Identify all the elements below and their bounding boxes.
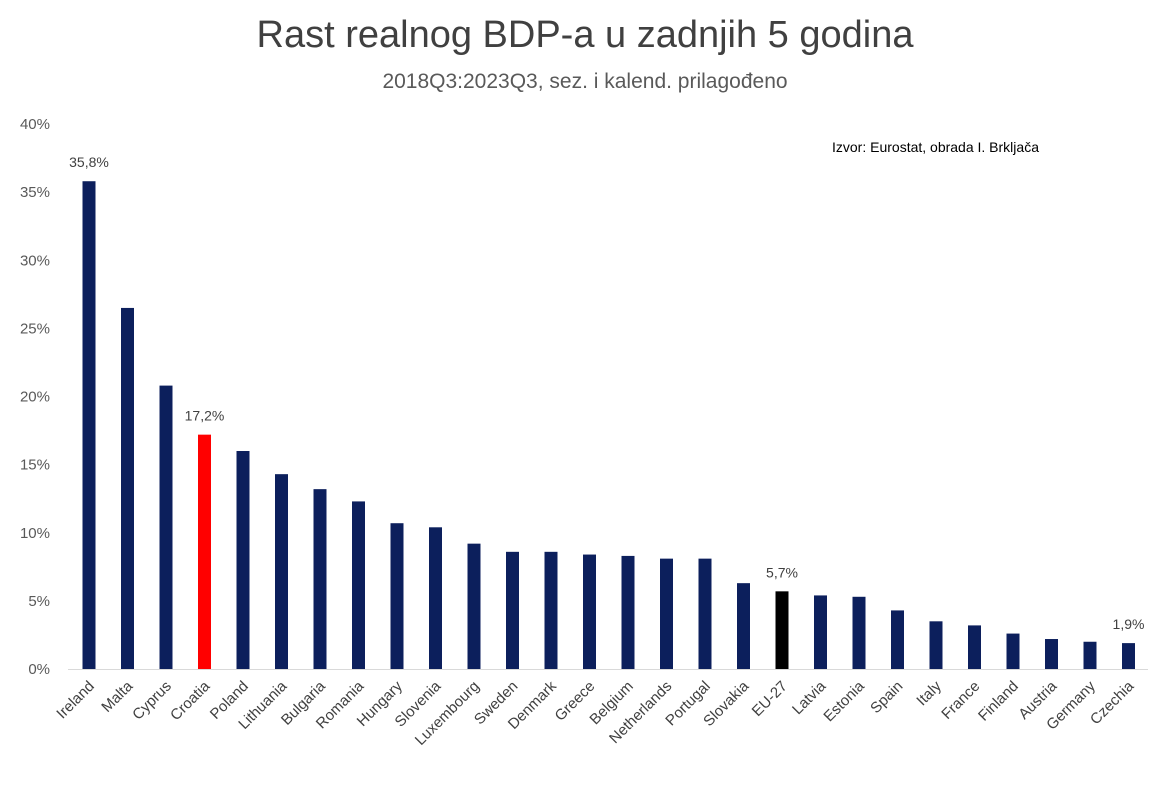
y-tick-label: 15% bbox=[20, 457, 50, 474]
bar-slovenia bbox=[429, 527, 442, 669]
x-tick-label: France bbox=[938, 678, 983, 723]
bar-finland bbox=[1006, 633, 1020, 669]
bar-luxembourg bbox=[467, 543, 481, 669]
y-tick-label: 10% bbox=[20, 525, 50, 542]
x-tick-label: Ireland bbox=[53, 678, 97, 722]
bar-latvia bbox=[814, 595, 827, 669]
x-tick-label: Finland bbox=[975, 678, 1022, 725]
bar-poland bbox=[236, 451, 250, 669]
y-tick-label: 5% bbox=[28, 593, 50, 610]
x-tick-label: Estonia bbox=[820, 677, 868, 725]
y-tick-label: 35% bbox=[20, 184, 50, 201]
bar-croatia bbox=[198, 434, 211, 669]
x-tick-label: EU-27 bbox=[749, 678, 791, 720]
bar-italy bbox=[929, 621, 943, 669]
bar-romania bbox=[352, 501, 365, 669]
y-tick-label: 0% bbox=[28, 661, 50, 678]
bar-sweden bbox=[506, 551, 519, 669]
bar-malta bbox=[121, 307, 134, 669]
data-label: 1,9% bbox=[1113, 616, 1145, 632]
y-tick-label: 30% bbox=[20, 252, 50, 269]
bar-greece bbox=[583, 554, 596, 669]
bar-germany bbox=[1083, 641, 1097, 669]
bar-eu-27 bbox=[775, 591, 789, 669]
bar-portugal bbox=[698, 558, 712, 669]
bar-czechia bbox=[1122, 643, 1135, 669]
bar-hungary bbox=[390, 523, 404, 669]
bar-austria bbox=[1045, 639, 1058, 669]
data-label: 5,7% bbox=[766, 564, 798, 580]
y-tick-label: 25% bbox=[20, 320, 50, 337]
bar-spain bbox=[891, 610, 904, 669]
bar-estonia bbox=[852, 596, 866, 669]
x-tick-label: Croatia bbox=[167, 677, 214, 724]
x-tick-label: Spain bbox=[867, 678, 906, 717]
x-tick-label: Cyprus bbox=[129, 678, 175, 724]
bar-france bbox=[968, 625, 981, 669]
bar-denmark bbox=[544, 551, 558, 669]
bar-netherlands bbox=[660, 558, 673, 669]
bar-ireland bbox=[82, 181, 96, 669]
bar-belgium bbox=[621, 555, 635, 669]
bar-slovakia bbox=[737, 583, 750, 669]
bar-bulgaria bbox=[313, 489, 327, 669]
y-tick-label: 20% bbox=[20, 389, 50, 406]
chart-subtitle: 2018Q3:2023Q3, sez. i kalend. prilagođen… bbox=[382, 70, 788, 93]
data-label: 35,8% bbox=[69, 154, 109, 170]
data-label: 17,2% bbox=[185, 408, 225, 424]
y-tick-label: 40% bbox=[20, 116, 50, 133]
chart-title: Rast realnog BDP-a u zadnjih 5 godina bbox=[256, 14, 914, 56]
bar-lithuania bbox=[275, 474, 288, 669]
x-tick-label: Czechia bbox=[1087, 677, 1138, 728]
bar-cyprus bbox=[159, 385, 173, 669]
x-tick-label: Italy bbox=[913, 677, 945, 709]
source-note: Izvor: Eurostat, obrada I. Brkljača bbox=[832, 139, 1039, 155]
